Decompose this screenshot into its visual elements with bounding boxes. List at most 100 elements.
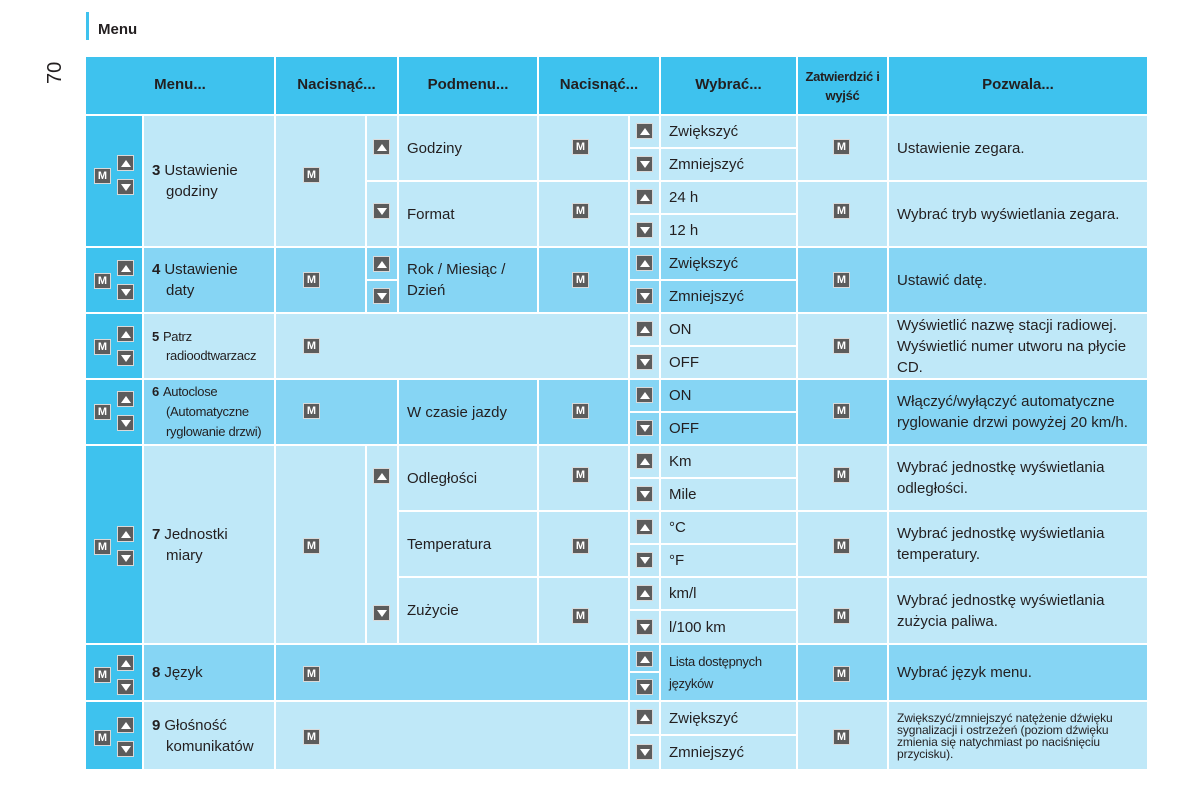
cell-bg	[276, 446, 365, 643]
arrow-down-icon	[636, 552, 653, 568]
row3-sub2-opt1: 24 h	[661, 182, 796, 213]
m-key-icon: M	[94, 730, 111, 746]
m-key-icon: M	[833, 272, 850, 288]
arrow-down-icon	[373, 203, 390, 219]
col-header-press: Nacisnąć...	[276, 57, 397, 114]
row4-desc: Ustawić datę.	[889, 248, 1147, 312]
row3-menu-cell: 3 Ustawienie godziny	[144, 116, 274, 246]
cell-bg	[276, 645, 628, 700]
arrow-up-icon	[117, 391, 134, 407]
arrow-up-icon	[117, 155, 134, 171]
row4-menu-cell: 4 Ustawienie daty	[144, 248, 274, 312]
m-key-icon: M	[94, 273, 111, 289]
col-header-select: Wybrać...	[661, 57, 796, 114]
m-key-icon: M	[303, 666, 320, 682]
row5-menu-cell: 5 Patrz radioodtwarzacz	[144, 314, 274, 378]
arrow-down-icon	[636, 679, 653, 695]
arrow-down-icon	[117, 350, 134, 366]
row5-opt1: ON	[661, 314, 796, 345]
m-key-icon: M	[572, 203, 589, 219]
arrow-up-icon	[117, 326, 134, 342]
col-header-confirm: Zatwierdzić i wyjść	[798, 57, 887, 114]
arrow-down-icon	[636, 288, 653, 304]
arrow-down-icon	[117, 679, 134, 695]
arrow-up-icon	[117, 526, 134, 542]
m-key-icon: M	[303, 167, 320, 183]
row6-sub: W czasie jazdy	[399, 380, 537, 444]
m-key-icon: M	[572, 467, 589, 483]
row9-menu-cell: 9 Głośność komunikatów	[144, 702, 274, 769]
row6-desc: Włączyć/wyłączyć automatyczne ryglowanie…	[889, 380, 1147, 444]
row8-menu-cell: 8 Język	[144, 645, 274, 700]
page-number: 70	[44, 61, 66, 84]
cell-bg	[276, 314, 628, 378]
arrow-up-icon	[117, 655, 134, 671]
m-key-icon: M	[833, 666, 850, 682]
row3-press-cell	[276, 116, 365, 246]
arrow-down-icon	[636, 354, 653, 370]
m-key-icon: M	[833, 403, 850, 419]
m-key-icon: M	[303, 272, 320, 288]
row8-desc: Wybrać język menu.	[889, 645, 1147, 700]
row6-menu-cell: 6 Autoclose (Automatyczne ryglowanie drzwi)	[144, 380, 274, 444]
arrow-up-icon	[636, 519, 653, 535]
row7-sub3: Zużycie	[399, 578, 537, 643]
row9-desc: Zwiększyć/zmniejszyć natężenie dźwięku s…	[889, 702, 1147, 769]
row7-sub3-opt2: l/100 km	[661, 611, 796, 643]
m-key-icon: M	[572, 272, 589, 288]
m-key-icon: M	[572, 608, 589, 624]
arrow-down-icon	[117, 741, 134, 757]
m-key-icon: M	[572, 139, 589, 155]
arrow-down-icon	[636, 156, 653, 172]
row5-desc: Wyświetlić nazwę stacji radiowej. Wyświe…	[889, 314, 1147, 378]
arrow-down-icon	[117, 284, 134, 300]
menu-table: Menu... Nacisnąć... Podmenu... Nacisnąć.…	[86, 57, 1147, 769]
row7-sub1-opt1: Km	[661, 446, 796, 477]
row9-opt2: Zmniejszyć	[661, 736, 796, 769]
m-key-icon: M	[303, 729, 320, 745]
arrow-up-icon	[636, 189, 653, 205]
m-key-icon: M	[303, 338, 320, 354]
m-key-icon: M	[833, 139, 850, 155]
arrow-up-icon	[636, 651, 653, 667]
row3-sub2-desc: Wybrać tryb wyświetlania zegara.	[889, 182, 1147, 246]
row3-sub1-opt2: Zmniejszyć	[661, 149, 796, 180]
row7-sub1: Odległości	[399, 446, 537, 510]
m-key-icon: M	[833, 608, 850, 624]
arrow-up-icon	[373, 256, 390, 272]
row7-sub3-desc: Wybrać jednostkę wyświetlania zużycia pa…	[889, 578, 1147, 643]
m-key-icon: M	[833, 467, 850, 483]
row3-sub1-desc: Ustawienie zegara.	[889, 116, 1147, 180]
header-accent-bar	[86, 12, 89, 40]
m-key-icon: M	[94, 404, 111, 420]
row4-opt2: Zmniejszyć	[661, 281, 796, 312]
m-key-icon: M	[94, 667, 111, 683]
m-key-icon: M	[303, 538, 320, 554]
m-key-icon: M	[833, 729, 850, 745]
m-key-icon: M	[94, 339, 111, 355]
arrow-up-icon	[373, 139, 390, 155]
arrow-down-icon	[117, 179, 134, 195]
m-key-icon: M	[833, 203, 850, 219]
row7-sub2-desc: Wybrać jednostkę wyświetlania temperatur…	[889, 512, 1147, 576]
row7-sub2-opt1: °C	[661, 512, 796, 543]
arrow-up-icon	[636, 321, 653, 337]
row7-sub2-opt2: °F	[661, 545, 796, 576]
m-key-icon: M	[94, 539, 111, 555]
arrow-up-icon	[636, 453, 653, 469]
row7-sub2: Temperatura	[399, 512, 537, 576]
arrow-up-icon	[636, 709, 653, 725]
row5-opt2: OFF	[661, 347, 796, 378]
m-key-icon: M	[572, 403, 589, 419]
arrow-up-icon	[636, 123, 653, 139]
arrow-down-icon	[117, 415, 134, 431]
arrow-up-icon	[117, 717, 134, 733]
col-header-allows: Pozwala...	[889, 57, 1147, 114]
row3-sub1-opt1: Zwiększyć	[661, 116, 796, 147]
m-key-icon: M	[303, 403, 320, 419]
arrow-up-icon	[636, 585, 653, 601]
row4-opt1: Zwiększyć	[661, 248, 796, 279]
arrow-down-icon	[373, 605, 390, 621]
row7-sub1-opt2: Mile	[661, 479, 796, 510]
arrow-down-icon	[636, 619, 653, 635]
